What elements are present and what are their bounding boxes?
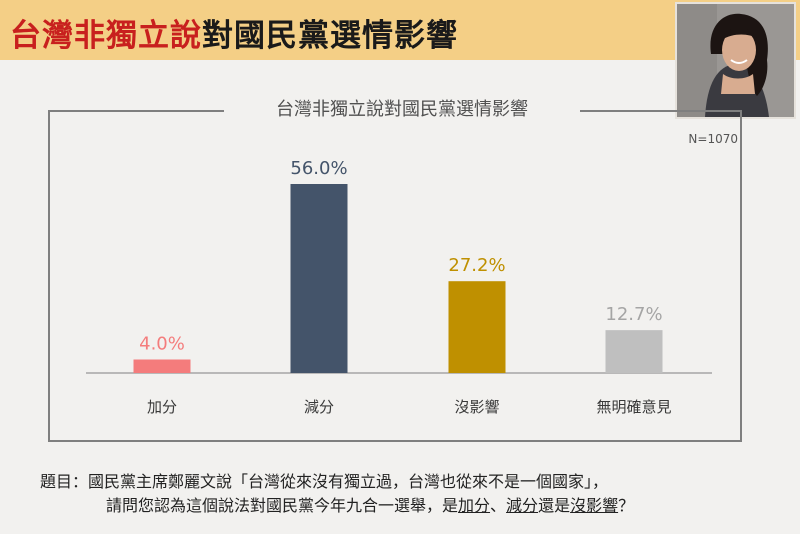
question-line-2-text: 請問您認為這個說法對國民黨今年九合一選舉，是 bbox=[106, 496, 459, 515]
portrait-image bbox=[677, 4, 794, 117]
separator: 、 bbox=[490, 496, 507, 515]
bar-3 bbox=[448, 281, 506, 373]
page-headline: 台灣非獨立說對國民黨選情影響 bbox=[10, 10, 458, 55]
question-mark: ？ bbox=[618, 496, 635, 515]
value-label-4: 12.7% bbox=[605, 304, 662, 325]
question-connector: 還是 bbox=[538, 496, 571, 515]
survey-question: 題目：國民黨主席鄭麗文說「台灣從來沒有獨立過，台灣也從來不是一個國家」， 請問您… bbox=[40, 470, 790, 518]
header-banner bbox=[0, 0, 800, 60]
bar-1 bbox=[133, 359, 191, 373]
category-label-3: 沒影響 bbox=[454, 398, 499, 416]
bar-2 bbox=[290, 184, 348, 373]
category-label-2: 減分 bbox=[304, 398, 334, 416]
option-plus: 加分 bbox=[458, 496, 491, 515]
portrait-photo bbox=[675, 2, 796, 119]
category-label-4: 無明確意見 bbox=[596, 398, 671, 416]
chart-title: 台灣非獨立說對國民黨選情影響 bbox=[224, 98, 580, 122]
value-label-2: 56.0% bbox=[290, 158, 347, 179]
option-no-effect: 沒影響 bbox=[570, 496, 619, 515]
question-line-1: 題目：國民黨主席鄭麗文說「台灣從來沒有獨立過，台灣也從來不是一個國家」， bbox=[40, 472, 609, 491]
headline-part1: 台灣非獨立說 bbox=[10, 18, 202, 54]
value-label-1: 4.0% bbox=[139, 334, 185, 355]
bar-4 bbox=[605, 330, 663, 373]
category-label-1: 加分 bbox=[147, 398, 177, 416]
headline-part2: 對國民黨選情影響 bbox=[202, 18, 458, 54]
sample-size: N=1070 bbox=[688, 132, 738, 146]
option-minus: 減分 bbox=[506, 496, 539, 515]
value-label-3: 27.2% bbox=[448, 255, 505, 276]
question-line-2: 請問您認為這個說法對國民黨今年九合一選舉，是加分、減分還是沒影響？ bbox=[40, 494, 790, 518]
